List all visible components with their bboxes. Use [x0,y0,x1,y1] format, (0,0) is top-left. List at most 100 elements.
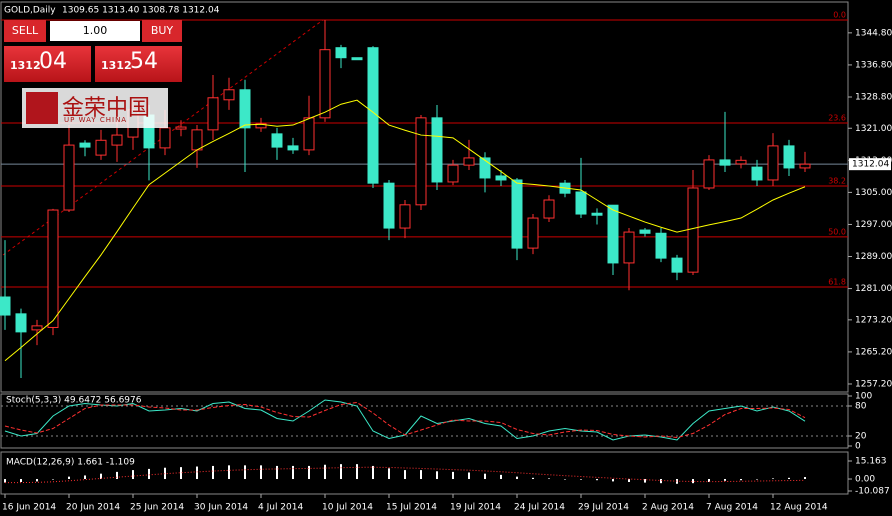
candle-body [527,217,539,249]
sell-button[interactable]: SELL [4,20,46,42]
bid-prefix: 1312 [10,59,41,72]
candle-body [447,164,459,183]
candle-body [223,89,235,101]
candle-body [431,117,443,183]
candle-body [511,179,523,249]
x-tick-label: 19 Jul 2014 [450,503,501,513]
candle-body [159,127,171,149]
macd-bar [164,467,166,480]
macd-bar [276,465,278,480]
y-tick-label: 1257.20 [855,379,892,389]
candle-body [79,142,91,148]
x-tick-label: 30 Jun 2014 [194,503,248,513]
macd-bar [484,473,486,480]
y-tick-label: 0.00 [855,475,875,485]
candle-body [303,117,315,151]
macd-bar [148,468,150,480]
candle-body [239,89,251,129]
x-tick-label: 2 Aug 2014 [642,503,694,513]
macd-bar [804,477,806,480]
y-tick-label: 1273.20 [855,315,892,325]
candle-body [655,232,667,259]
macd-bar [212,465,214,480]
macd-bar [244,465,246,480]
y-tick-label: 15.163 [855,456,887,466]
ask-price[interactable]: 1312 54 [95,46,182,82]
candle-body [783,145,795,169]
macd-bar [628,479,630,482]
candle-body [319,49,331,119]
candle-body [799,163,811,169]
candle-body [47,209,59,328]
candle-body [175,126,187,130]
candle-body [95,139,107,156]
macd-bar [612,479,614,482]
macd-bar [452,471,454,480]
macd-bar [4,479,6,483]
y-tick-label: 1281.00 [855,284,892,294]
moving-average [4,99,806,362]
y-tick-label: 1265.20 [855,347,892,357]
candle-body [767,145,779,181]
candle-body [687,187,699,273]
candle-body [367,47,379,184]
y-tick-label: 1336.80 [855,60,892,70]
candle-body [191,129,203,151]
macd-bar [356,464,358,480]
candle-body [0,296,11,316]
candle-body [735,159,747,165]
candle-body [575,191,587,215]
macd-bar [20,479,22,482]
ohlc-text: 1309.65 1313.40 1308.78 1312.04 [62,6,220,16]
x-tick-label: 29 Jul 2014 [578,503,629,513]
macd-bar [132,470,134,480]
y-tick-label: 1344.80 [855,28,892,38]
stoch-line [4,399,806,441]
macd-frame [0,451,849,495]
macd-bar [772,478,774,480]
macd-bar [548,478,550,480]
trade-panel: SELL 1.00 BUY 1312 04 1312 54 [4,20,182,82]
macd-bar [84,475,86,480]
macd-bar [100,473,102,480]
candle-body [751,166,763,181]
candle-body [335,47,347,59]
x-tick-label: 15 Jul 2014 [386,503,437,513]
stoch-title: Stoch(5,3,3) 49.6472 56.6976 [6,396,142,406]
macd-bar [468,472,470,480]
x-tick-label: 10 Jul 2014 [322,503,373,513]
macd-bar [36,479,38,482]
fib-label: 0.0 [833,11,846,20]
y-tick-label: 1289.00 [855,252,892,262]
x-tick-label: 16 Jun 2014 [2,503,56,513]
candle-body [287,145,299,151]
macd-bar [644,479,646,483]
macd-bar [756,479,758,480]
macd-bar [260,465,262,480]
buy-button[interactable]: BUY [142,20,182,42]
logo-mark [26,92,58,124]
chart-title: GOLD,Daily [4,6,56,16]
macd-bar [788,477,790,480]
logo: 金荣中国 UP WAY CHINA [22,88,168,128]
candle-body [207,97,219,131]
candle-body [495,175,507,181]
bid-digits: 04 [39,49,67,74]
y-tick-label: -10.087 [855,487,890,497]
lot-input[interactable]: 1.00 [50,21,140,41]
candle-body [271,133,283,148]
macd-bar [388,468,390,480]
fib-label: 61.8 [828,277,846,286]
logo-subtext: UP WAY CHINA [64,116,128,124]
macd-bar [292,465,294,480]
macd-bar [580,479,582,480]
macd-bar [660,479,662,484]
macd-bar [708,479,710,482]
candle-body [543,199,555,219]
fib-label: 38.2 [828,176,846,185]
stoch-line [4,401,806,439]
y-tick-label: 1321.00 [855,124,892,134]
bid-price[interactable]: 1312 04 [4,46,91,82]
macd-bar [404,470,406,480]
macd-bar [68,476,70,480]
